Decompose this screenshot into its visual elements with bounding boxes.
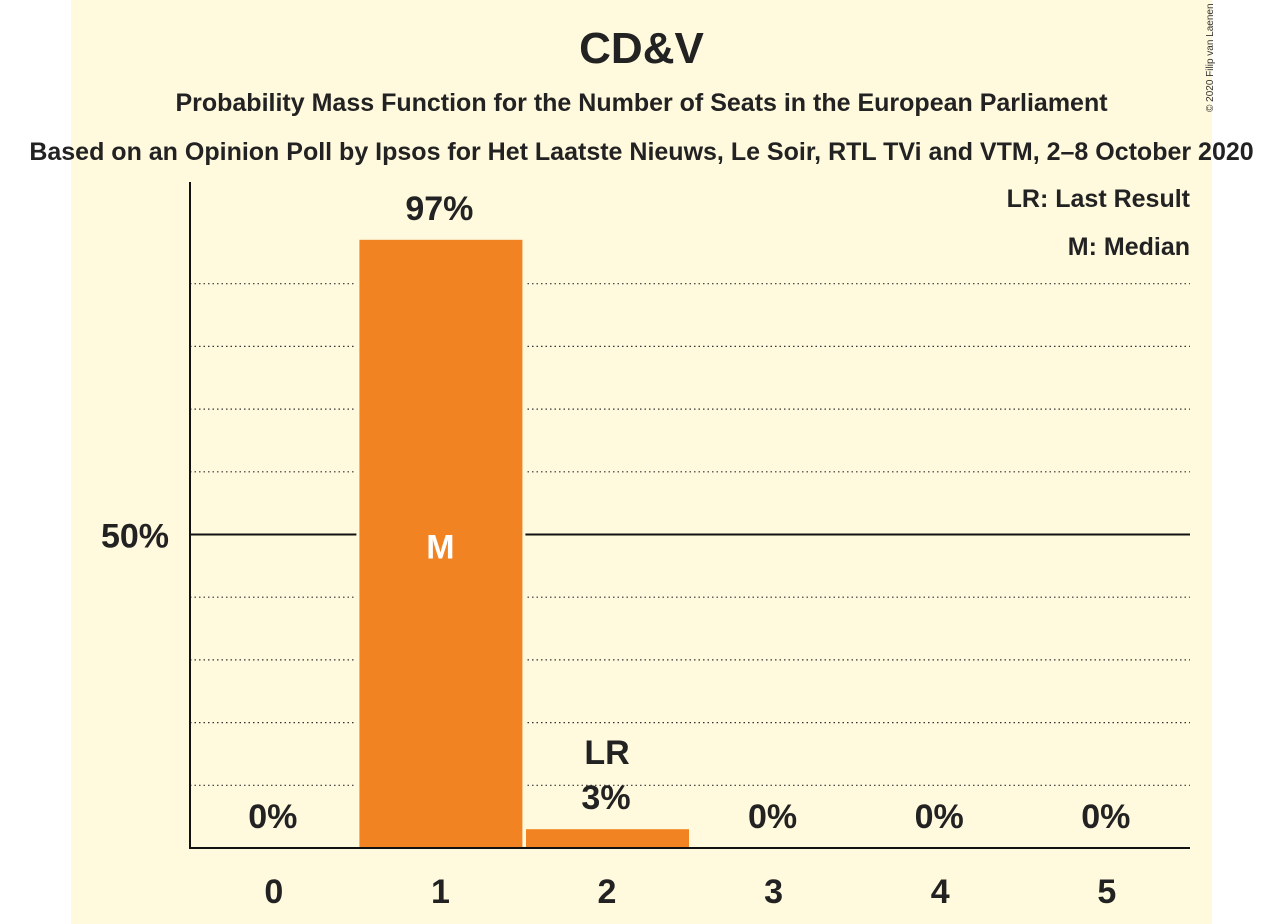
data-label: 0% bbox=[748, 798, 797, 836]
chart-title: CD&V bbox=[579, 24, 704, 73]
last-result-marker: LR bbox=[584, 734, 629, 772]
bar bbox=[526, 829, 689, 848]
data-label: 3% bbox=[581, 779, 630, 817]
x-tick-label: 0 bbox=[264, 873, 283, 911]
legend-last-result: LR: Last Result bbox=[1006, 185, 1190, 213]
x-tick-label: 1 bbox=[431, 873, 450, 911]
chart-subtitle: Probability Mass Function for the Number… bbox=[175, 89, 1108, 117]
bar bbox=[359, 239, 523, 848]
legend-median: M: Median bbox=[1067, 233, 1190, 261]
data-label: 0% bbox=[1081, 798, 1130, 836]
data-label: 97% bbox=[405, 190, 473, 228]
chart-source-subtitle: Based on an Opinion Poll by Ipsos for He… bbox=[29, 138, 1254, 166]
data-label: 0% bbox=[915, 798, 964, 836]
x-tick-label: 4 bbox=[931, 873, 950, 911]
median-marker: M bbox=[426, 529, 454, 567]
x-tick-label: 5 bbox=[1097, 873, 1116, 911]
chart-background bbox=[71, 0, 1212, 924]
x-tick-label: 3 bbox=[764, 873, 783, 911]
y-tick-label: 50% bbox=[101, 518, 169, 556]
x-tick-label: 2 bbox=[598, 873, 617, 911]
data-label: 0% bbox=[248, 798, 297, 836]
